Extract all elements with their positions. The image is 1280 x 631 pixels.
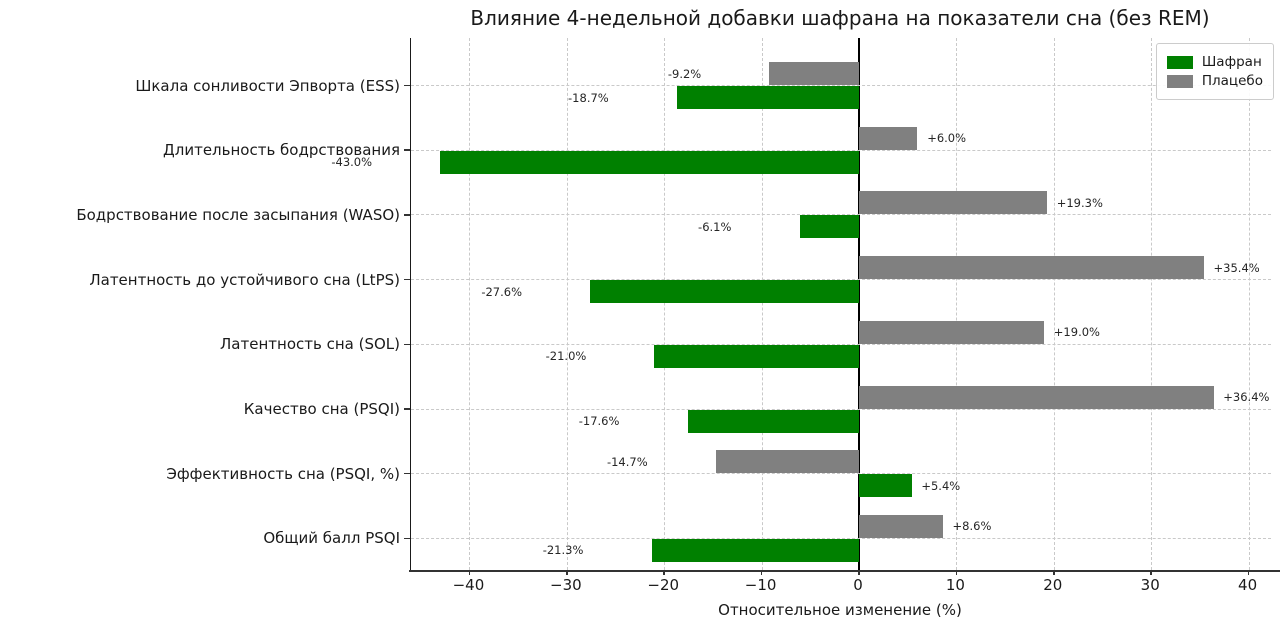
gridline-vertical [664, 38, 666, 570]
bar-placebo [769, 62, 859, 85]
legend-item-placebo: Плацебо [1166, 73, 1263, 89]
bar-saffron [654, 344, 859, 368]
gridline-vertical [1248, 38, 1250, 570]
y-tick-mark [404, 84, 410, 87]
value-label: +8.6% [952, 519, 992, 534]
y-tick-mark [404, 149, 410, 151]
bar-placebo [859, 320, 1045, 344]
x-tick-label: −30 [550, 576, 582, 594]
x-tick-label: 10 [945, 576, 965, 594]
bar-placebo [859, 385, 1214, 409]
bar-saffron [799, 215, 859, 239]
x-tick-label: −20 [647, 576, 680, 594]
value-label: -21.3% [542, 543, 584, 558]
gridline-vertical [761, 38, 763, 570]
plot-area: Шафран Плацебо -9.2% -18.7% +6.0% -43.0% +19… [331, 38, 1280, 575]
category-label: Шкала сонливости Эпворта (ESS) [135, 76, 400, 95]
category-label: Качество сна (PSQI) [243, 400, 400, 418]
category-label: Эффективность сна (PSQI, %) [166, 464, 400, 483]
x-axis-label: Относительное изменение (%) [718, 601, 962, 619]
category-label: Бодрствование после засыпания (WASO) [76, 205, 400, 224]
x-tick-mark [566, 570, 568, 575]
x-tick-label: 20 [1043, 576, 1063, 594]
value-label: +19.0% [1053, 325, 1100, 340]
bar-saffron [859, 474, 912, 498]
y-tick-mark [404, 343, 410, 346]
bar-saffron [651, 538, 859, 562]
bar-placebo [715, 450, 859, 474]
value-label: -18.7% [568, 90, 609, 105]
gridline-vertical [469, 38, 471, 570]
bar-saffron [590, 280, 859, 304]
bar-placebo [859, 126, 918, 150]
chart-title: Влияние 4-недельной добавки шафрана на п… [470, 6, 1210, 30]
gridline-horizontal [411, 85, 1271, 86]
bar-placebo [859, 191, 1047, 215]
legend: Шафран Плацебо [1155, 43, 1274, 100]
gridline-horizontal [411, 214, 1271, 216]
bar-placebo [859, 256, 1204, 280]
value-label: +6.0% [927, 131, 967, 146]
gridline-vertical [566, 38, 568, 570]
value-label: -21.0% [545, 349, 587, 364]
y-tick-mark [404, 408, 410, 410]
value-label: -43.0% [331, 155, 373, 170]
y-tick-mark [404, 214, 410, 216]
x-tick-mark [663, 570, 665, 575]
x-tick-label: −10 [744, 576, 777, 594]
zero-axis-line [858, 38, 860, 570]
category-label: Латентность до устойчивого сна (LtPS) [89, 270, 400, 289]
y-tick-mark [404, 537, 410, 540]
x-tick-mark [760, 570, 763, 575]
legend-swatch-placebo [1166, 74, 1193, 88]
bar-saffron [440, 150, 859, 174]
y-tick-mark [404, 472, 410, 475]
gridline-horizontal [411, 279, 1271, 281]
gridline-horizontal [411, 408, 1271, 410]
x-tick-mark [1053, 570, 1055, 575]
x-tick-label: −40 [452, 576, 485, 594]
category-label: Длительность бодрствования [163, 141, 400, 160]
gridline-horizontal [411, 473, 1271, 475]
value-label: -14.7% [606, 454, 648, 469]
value-label: -27.6% [481, 284, 523, 299]
bar-placebo [859, 514, 943, 538]
value-label: +36.4% [1223, 390, 1270, 404]
value-label: +19.3% [1056, 195, 1103, 210]
legend-item-saffron: Шафран [1166, 54, 1263, 70]
x-axis-spine [409, 570, 1280, 572]
value-label: -17.6% [578, 414, 620, 428]
gridline-vertical [1151, 38, 1153, 570]
legend-label-placebo: Плацебо [1201, 73, 1263, 89]
gridline-horizontal [411, 149, 1271, 151]
bar-saffron [676, 86, 859, 109]
x-tick-mark [1247, 570, 1250, 575]
x-tick-label: 30 [1140, 576, 1160, 594]
y-tick-mark [404, 278, 410, 281]
x-tick-mark [858, 570, 860, 575]
value-label: -6.1% [698, 219, 732, 234]
category-label: Общий балл PSQI [263, 529, 400, 548]
x-tick-mark [955, 570, 958, 575]
x-tick-mark [1150, 570, 1152, 575]
x-tick-label: 40 [1238, 576, 1258, 594]
legend-label-saffron: Шафран [1201, 54, 1262, 70]
value-label: +5.4% [921, 478, 961, 493]
value-label: +35.4% [1213, 260, 1260, 275]
gridline-vertical [1053, 38, 1055, 570]
bar-saffron [687, 409, 859, 433]
value-label: -9.2% [667, 66, 702, 81]
category-label: Латентность сна (SOL) [220, 335, 400, 354]
gridline-horizontal [411, 343, 1271, 345]
x-tick-label: 0 [853, 576, 863, 594]
gridline-vertical [956, 38, 958, 570]
legend-swatch-saffron [1166, 55, 1193, 69]
x-tick-mark [468, 570, 471, 575]
gridline-horizontal [411, 537, 1271, 539]
